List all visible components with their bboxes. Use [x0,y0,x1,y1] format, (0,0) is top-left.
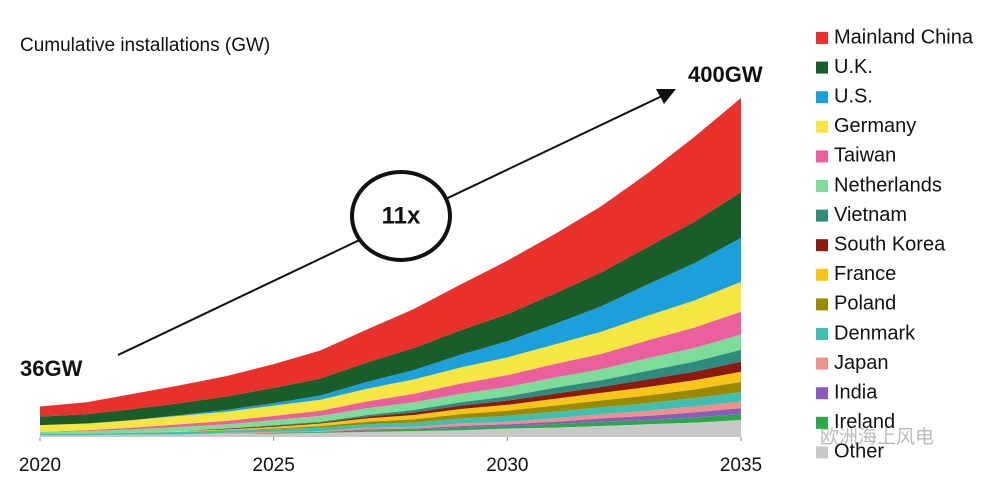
legend-label: India [834,381,878,403]
watermark: 欧洲海上风电 [820,426,934,448]
legend-label: Japan [834,352,889,374]
area [40,381,741,434]
legend-label: South Korea [834,233,946,255]
area [40,237,741,426]
legend-swatch [816,357,828,370]
legend-label: Vietnam [834,204,907,226]
x-tick-label: 2020 [19,455,61,476]
legend-swatch [816,298,828,311]
area [40,98,741,417]
area [40,401,741,436]
legend-swatch [816,268,828,281]
areas [40,98,741,437]
start-annotation: 36GW [20,356,83,381]
legend-label: U.K. [834,56,873,78]
legend-swatch [816,239,828,252]
arrow-head [656,89,676,104]
legend-label: Other [834,441,884,463]
growth-circle [350,170,452,262]
legend-swatch [816,209,828,222]
legend-label: France [834,263,896,285]
legend-label: Netherlands [834,174,942,196]
area [40,420,741,437]
legend-label: Germany [834,115,916,137]
chart-title: Cumulative installations (GW) [20,35,270,56]
legend-label: Taiwan [834,145,896,167]
legend-label: Poland [834,293,896,315]
area [40,414,741,436]
area [40,392,741,436]
x-tick-label: 2025 [253,455,295,476]
x-tick-label: 2030 [486,455,528,476]
legend-label: U.S. [834,85,873,107]
legend-swatch [816,91,828,104]
legend-swatch [816,61,828,74]
end-annotation: 400GW [688,62,763,87]
legend-swatch [816,416,828,429]
area [40,408,741,436]
legend-swatch [816,446,828,459]
x-tick-label: 2035 [720,455,762,476]
legend-swatch [816,120,828,133]
legend-swatch [816,150,828,163]
legend-swatch [816,328,828,340]
legend-label: Mainland China [834,26,974,48]
legend-label: Ireland [834,411,895,433]
legend-swatch [816,387,828,400]
legend-label: Denmark [834,322,916,344]
growth-label: 11x [382,202,421,229]
legend-swatch [816,180,828,192]
legend-swatch [816,32,828,44]
